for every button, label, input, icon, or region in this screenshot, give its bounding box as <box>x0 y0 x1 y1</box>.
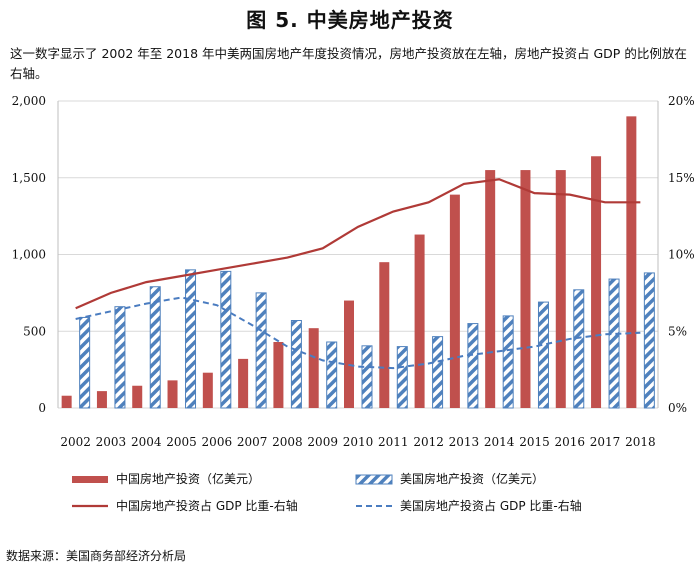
left-tick-label: 1,000 <box>12 248 46 262</box>
right-tick-label: 5% <box>668 324 687 338</box>
legend-item-0: 中国房地产投资（亿美元） <box>72 471 260 486</box>
legend-label: 中国房地产投资占 GDP 比重-右轴 <box>116 498 298 513</box>
x-tick-label: 2018 <box>625 435 656 449</box>
x-tick-label: 2015 <box>519 435 550 449</box>
x-tick-label: 2009 <box>307 435 338 449</box>
china-investment-bar-2014 <box>485 170 496 408</box>
lines <box>75 178 641 370</box>
us-investment-bar-2011 <box>396 346 408 409</box>
data-source-note: 数据来源：美国商务部经济分析局 <box>6 549 187 563</box>
x-tick-label: 2012 <box>413 435 444 449</box>
china-investment-bar-2003 <box>96 391 107 408</box>
legend-label: 中国房地产投资（亿美元） <box>116 471 260 486</box>
x-tick-label: 2007 <box>237 435 268 449</box>
axes: 0 500 1,000 1,500 2,000 0% 5% 10% 15% 20% 2002 2003… <box>12 94 695 449</box>
x-tick-label: 2003 <box>96 435 127 449</box>
us-investment-bar-2017 <box>608 278 620 409</box>
us-investment-bar-2013 <box>467 323 479 409</box>
china-investment-bar-2009 <box>308 328 319 408</box>
china-investment-bar-2010 <box>344 300 354 408</box>
x-tick-label: 2011 <box>378 435 409 449</box>
us-investment-bar-2003 <box>114 306 126 409</box>
legend: 中国房地产投资（亿美元） 美国房地产投资（亿美元） 中国房地产投资占 GDP 比重-… <box>72 471 582 513</box>
x-tick-label: 2005 <box>166 435 197 449</box>
x-tick-label: 2014 <box>484 435 515 449</box>
x-tick-label: 2004 <box>131 435 162 449</box>
china-investment-bar-2004 <box>132 385 143 408</box>
us-investment-bar-2010 <box>361 345 373 409</box>
china-investment-bar-2016 <box>555 170 566 408</box>
right-tick-label: 0% <box>668 401 687 415</box>
left-tick-label: 2,000 <box>12 94 46 108</box>
us-investment-bar-2004 <box>149 286 161 409</box>
china-investment-bar-2011 <box>379 262 390 408</box>
us-investment-bar-2016 <box>573 289 585 409</box>
left-tick-label: 500 <box>23 324 46 338</box>
x-tick-label: 2010 <box>343 435 374 449</box>
china-investment-bar-2017 <box>591 156 602 408</box>
china-investment-bar-2006 <box>202 372 213 408</box>
us-investment-bar-2007 <box>255 292 267 409</box>
x-tick-label: 2017 <box>590 435 621 449</box>
us-investment-bar-2014 <box>502 315 514 409</box>
china-investment-bar-2005 <box>167 380 178 408</box>
legend-label: 美国房地产投资（亿美元） <box>400 471 544 486</box>
right-tick-label: 15% <box>668 171 695 185</box>
us-investment-bar-2015 <box>537 301 549 409</box>
legend-swatch-china-bar <box>72 476 108 483</box>
china-investment-bar-2002 <box>61 395 72 408</box>
right-tick-label: 10% <box>668 248 695 262</box>
china-gdp-share-line <box>75 178 641 310</box>
bars <box>61 116 655 409</box>
figure-title: 图 5. 中美房地产投资 <box>246 8 454 32</box>
legend-item-1: 美国房地产投资（亿美元） <box>355 471 544 486</box>
figure-description: 这一数字显示了 2002 年至 2018 年中美两国房地产年度投资情况，房地产投… <box>10 46 687 81</box>
x-tick-label: 2008 <box>272 435 303 449</box>
us-investment-bar-2012 <box>432 336 444 409</box>
x-tick-label: 2016 <box>554 435 585 449</box>
right-tick-label: 20% <box>668 94 695 108</box>
china-investment-bar-2015 <box>520 170 531 408</box>
us-investment-bar-2009 <box>326 341 338 409</box>
china-investment-bar-2013 <box>449 194 460 408</box>
x-tick-label: 2006 <box>202 435 233 449</box>
x-tick-label: 2013 <box>449 435 480 449</box>
us-investment-bar-2008 <box>290 320 302 409</box>
us-investment-bar-2002 <box>79 316 91 409</box>
grid-lines <box>58 100 658 409</box>
us-gdp-share-line <box>75 296 641 370</box>
china-investment-bar-2007 <box>238 358 249 408</box>
us-investment-bar-2018 <box>643 272 655 409</box>
us-investment-bar-2006 <box>220 270 232 409</box>
legend-label: 美国房地产投资占 GDP 比重-右轴 <box>400 498 582 513</box>
china-investment-bar-2012 <box>414 234 425 408</box>
china-investment-bar-2018 <box>626 116 637 408</box>
legend-item-3: 美国房地产投资占 GDP 比重-右轴 <box>356 498 582 513</box>
legend-swatch-us-bar <box>355 474 393 485</box>
left-tick-label: 1,500 <box>12 171 46 185</box>
legend-item-2: 中国房地产投资占 GDP 比重-右轴 <box>72 498 298 513</box>
us-investment-bar-2005 <box>185 269 197 409</box>
left-tick-label: 0 <box>38 401 46 415</box>
x-tick-label: 2002 <box>60 435 91 449</box>
china-investment-bar-2008 <box>273 341 284 408</box>
